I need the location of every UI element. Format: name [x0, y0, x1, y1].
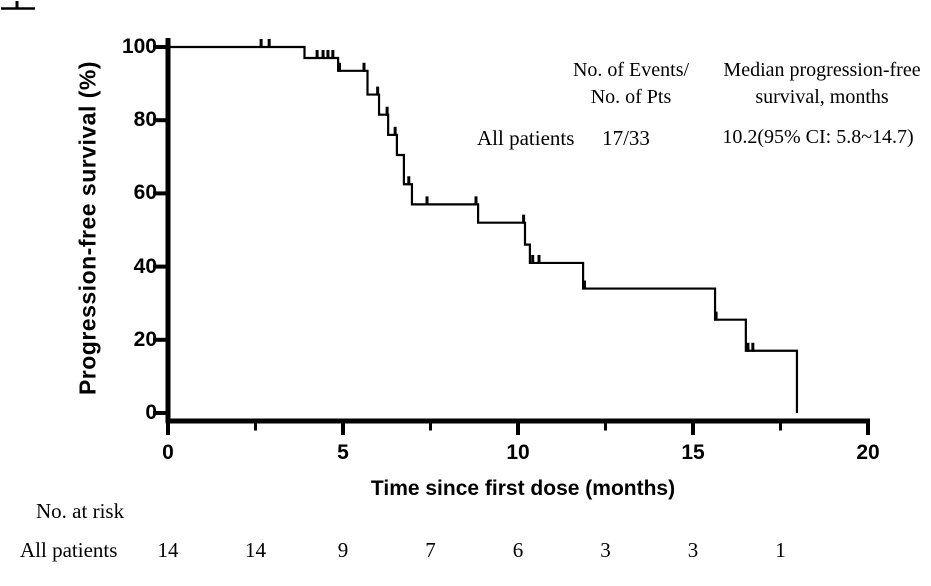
- y-axis-title: Progression-free survival (%): [74, 60, 101, 396]
- risk-count: 14: [157, 538, 179, 562]
- legend-events-value: 17/33: [602, 126, 650, 150]
- risk-count: 3: [600, 538, 611, 562]
- y-tick-label: 80: [133, 108, 157, 132]
- y-tick-label: 60: [133, 181, 157, 205]
- x-tick-label: 10: [506, 441, 530, 464]
- legend-header-line: No. of Pts: [590, 86, 672, 108]
- risk-count: 14: [245, 538, 266, 562]
- legend-header-median: Median progression-free survival, months: [723, 57, 920, 111]
- legend-header-events-pts: No. of Events/ No. of Pts: [573, 57, 689, 111]
- y-tick-label: 40: [133, 254, 157, 278]
- risk-table-title: No. at risk: [36, 499, 125, 523]
- y-tick-label: 0: [145, 401, 157, 424]
- risk-count: 1: [775, 538, 786, 562]
- x-tick-label: 15: [681, 441, 705, 464]
- legend-header-line: Median progression-free: [723, 59, 921, 81]
- x-tick-label: 5: [337, 441, 349, 464]
- risk-count: 6: [512, 538, 524, 562]
- km-legend-symbol-icon: [1, 1, 35, 10]
- legend-series-label: All patients: [477, 126, 575, 150]
- legend-header-line: survival, months: [755, 86, 889, 108]
- x-tick-label: 0: [162, 441, 174, 464]
- legend-median-value: 10.2(95% CI: 5.8~14.7): [722, 126, 914, 148]
- risk-count: 3: [687, 538, 699, 562]
- km-curve: [168, 45, 799, 413]
- risk-row-label: All patients: [20, 538, 118, 562]
- y-tick-label: 20: [133, 327, 157, 351]
- risk-count: 9: [337, 538, 349, 562]
- x-tick-label: 20: [856, 441, 880, 464]
- legend-header-line: No. of Events/: [572, 59, 690, 81]
- x-axis-title: Time since first dose (months): [370, 477, 676, 500]
- risk-count: 7: [425, 538, 436, 562]
- y-tick-label: 100: [121, 35, 157, 58]
